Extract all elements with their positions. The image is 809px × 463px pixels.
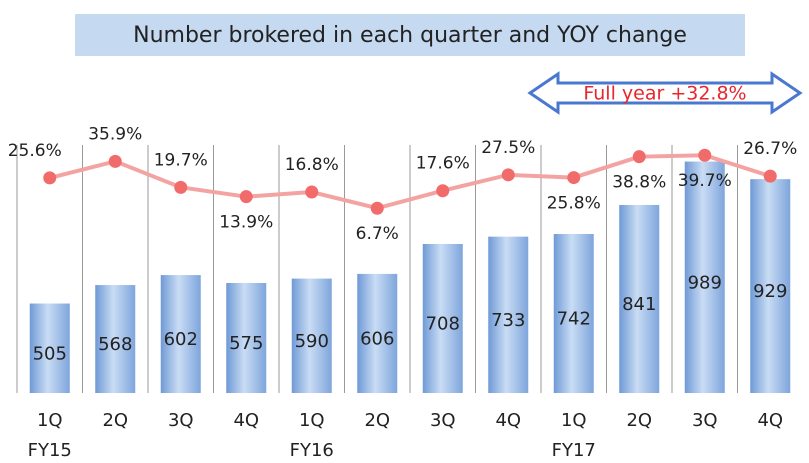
x-tick-label: 3Q: [168, 410, 194, 431]
bar-value-label: 708: [426, 313, 460, 334]
title-box: [75, 14, 745, 56]
bar-value-label: 606: [360, 328, 394, 349]
bar: [488, 236, 529, 393]
yoy-marker: [763, 169, 777, 183]
bar-value-label: 568: [98, 334, 132, 355]
callout-arrow: [527, 71, 803, 115]
bar-value-label: 590: [295, 331, 329, 352]
bar-value-label: 733: [491, 310, 525, 331]
x-tick-label: 2Q: [102, 410, 128, 431]
yoy-marker: [698, 148, 712, 162]
yoy-value-label: 25.8%: [547, 194, 601, 214]
yoy-value-label: 13.9%: [219, 213, 273, 233]
bar-value-label: 575: [229, 333, 263, 354]
bar: [357, 273, 398, 393]
group-label: FY15: [28, 440, 72, 461]
x-tick-label: 4Q: [495, 410, 521, 431]
annotation: Full year +32.8%: [583, 83, 746, 105]
bar-value-label: 841: [622, 294, 656, 315]
yoy-value-label: 19.7%: [154, 150, 208, 170]
yoy-marker: [305, 185, 319, 199]
yoy-marker: [239, 190, 253, 204]
yoy-value-label: 26.7%: [743, 139, 797, 159]
bar: [684, 161, 725, 393]
yoy-marker: [174, 180, 188, 194]
yoy-marker: [436, 184, 450, 198]
x-tick-label: 2Q: [364, 410, 390, 431]
yoy-value-label: 39.7%: [678, 171, 732, 191]
yoy-value-label: 38.8%: [612, 173, 666, 193]
x-tick-label: 4Q: [233, 410, 259, 431]
yoy-value-label: 16.8%: [285, 155, 339, 175]
bar: [422, 243, 463, 393]
group-label: FY16: [290, 440, 334, 461]
bar: [226, 283, 267, 393]
yoy-marker: [108, 154, 122, 168]
bar: [619, 204, 660, 393]
bar-value-label: 742: [557, 309, 591, 330]
bar-value-label: 929: [753, 281, 787, 302]
x-tick-label: 1Q: [37, 410, 63, 431]
yoy-value-label: 35.9%: [88, 124, 142, 144]
yoy-marker: [43, 171, 57, 185]
yoy-marker: [567, 171, 581, 185]
x-tick-label: 4Q: [757, 410, 783, 431]
x-tick-label: 1Q: [299, 410, 325, 431]
yoy-value-label: 27.5%: [481, 138, 535, 158]
bar: [750, 179, 791, 393]
x-tick-label: 3Q: [692, 410, 718, 431]
bar: [29, 303, 70, 393]
yoy-marker: [370, 201, 384, 215]
bar: [160, 275, 201, 393]
bar: [291, 278, 332, 393]
yoy-value-label: 17.6%: [416, 154, 470, 174]
yoy-line: [49, 153, 771, 211]
bar-value-label: 989: [688, 272, 722, 293]
group-label: FY17: [552, 440, 596, 461]
x-tick-label: 1Q: [561, 410, 587, 431]
yoy-value-label: 25.6%: [8, 141, 62, 161]
yoy-marker: [632, 150, 646, 164]
x-tick-label: 3Q: [430, 410, 456, 431]
yoy-marker: [501, 168, 515, 182]
bar-value-label: 505: [33, 343, 67, 364]
bar: [95, 285, 136, 393]
bar: [553, 234, 594, 393]
x-tick-label: 2Q: [626, 410, 652, 431]
yoy-value-label: 6.7%: [356, 224, 399, 244]
bar-value-label: 602: [164, 329, 198, 350]
chart-title: Number brokered in each quarter and YOY …: [133, 23, 687, 48]
